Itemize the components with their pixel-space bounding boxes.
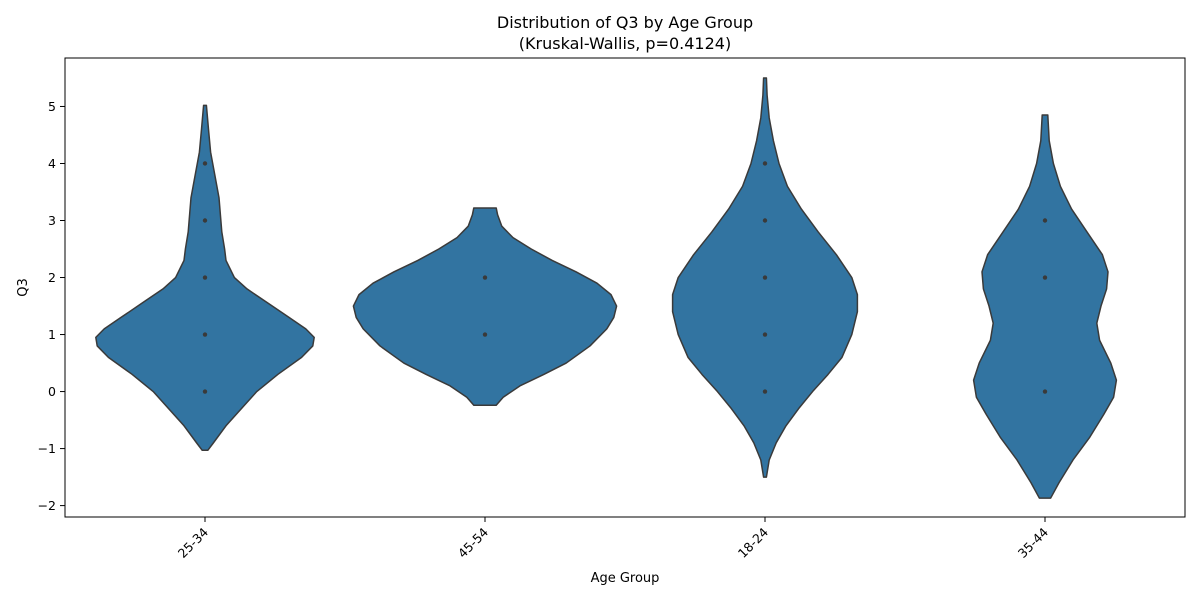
chart-title: Distribution of Q3 by Age Group — [497, 13, 753, 32]
data-point — [762, 275, 768, 280]
data-point — [482, 275, 488, 280]
data-point — [202, 218, 208, 223]
data-point — [202, 332, 208, 337]
data-point — [1042, 218, 1048, 223]
y-axis: −2 −1 0 1 2 3 4 5 — [38, 99, 65, 513]
data-point — [202, 275, 208, 280]
data-point — [762, 161, 768, 166]
y-tick-label: 4 — [48, 156, 56, 171]
y-tick-label: 0 — [48, 384, 56, 399]
data-point — [762, 218, 768, 223]
x-axis: 25-34 45-54 18-24 35-44 — [175, 517, 1051, 561]
x-axis-label: Age Group — [591, 571, 660, 586]
plot-frame — [64, 57, 1186, 518]
points-layer — [202, 161, 1048, 394]
x-tick-label: 18-24 — [735, 524, 771, 560]
y-tick-label: 5 — [48, 99, 56, 114]
violins-layer — [95, 77, 1118, 499]
data-point — [1042, 389, 1048, 394]
y-tick-label: 2 — [48, 270, 56, 285]
violin-45-54 — [352, 207, 618, 406]
data-point — [202, 161, 208, 166]
y-tick-label: 3 — [48, 213, 56, 228]
y-tick-label: 1 — [48, 327, 56, 342]
violin-35-44 — [972, 114, 1118, 499]
data-point — [762, 389, 768, 394]
data-point — [1042, 275, 1048, 280]
data-point — [202, 389, 208, 394]
y-axis-label: Q3 — [16, 278, 31, 297]
y-tick-label: −2 — [38, 498, 56, 513]
x-tick-label: 45-54 — [455, 524, 491, 560]
data-point — [762, 332, 768, 337]
x-tick-label: 35-44 — [1015, 524, 1051, 560]
data-point — [482, 332, 488, 337]
y-tick-label: −1 — [38, 441, 56, 456]
chart-subtitle: (Kruskal-Wallis, p=0.4124) — [519, 34, 731, 53]
x-tick-label: 25-34 — [175, 524, 211, 560]
